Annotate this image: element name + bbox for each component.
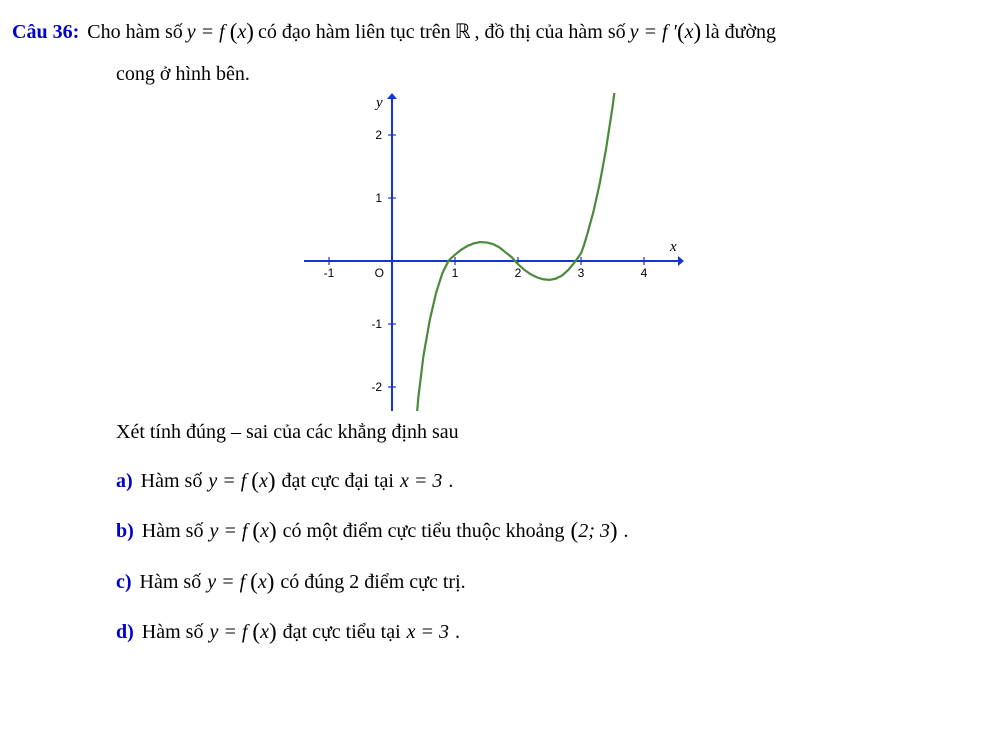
svg-text:-1: -1 — [324, 266, 335, 280]
text: . — [455, 617, 460, 647]
svg-text:-2: -2 — [371, 380, 382, 394]
question-header: Câu 36: Cho hàm số y = f (x) có đạo hàm … — [12, 14, 976, 49]
question-line2: cong ở hình bên. — [116, 59, 976, 89]
svg-text:1: 1 — [452, 266, 459, 280]
svg-text:x: x — [669, 239, 677, 255]
eq-y-fprime-x: y = f ′(x) — [630, 14, 702, 49]
derivative-chart: -1 1 2 3 4 -2 -1 1 2 Ox y — [304, 93, 684, 411]
svg-text:2: 2 — [515, 266, 522, 280]
svg-text:1: 1 — [375, 191, 382, 205]
text: Hàm số — [142, 617, 204, 647]
text: có đạo hàm liên tục trên — [258, 17, 451, 47]
text: có một điểm cực tiểu thuộc khoảng — [283, 516, 565, 546]
text: Hàm số — [142, 516, 204, 546]
text: đạt cực đại tại — [282, 466, 394, 496]
exercise-page: Câu 36: Cho hàm số y = f (x) có đạo hàm … — [0, 0, 996, 730]
eq-y-fx: y = f (x) — [209, 614, 276, 649]
chart-container: -1 1 2 3 4 -2 -1 1 2 Ox y — [12, 93, 976, 411]
text: . — [624, 516, 629, 546]
text: đạt cực tiểu tại — [283, 617, 401, 647]
eq-y-fx: y = f (x) — [187, 14, 254, 49]
answer-d: d) Hàm số y = f (x) đạt cực tiểu tại x =… — [116, 614, 976, 649]
question-label: Câu 36: — [12, 17, 79, 47]
real-numbers: ℝ — [455, 17, 471, 47]
text: Hàm số — [141, 466, 203, 496]
svg-text:4: 4 — [641, 266, 648, 280]
text: có đúng 2 điểm cực trị. — [280, 567, 465, 597]
text: . — [448, 466, 453, 496]
text: , đồ thị của hàm số — [475, 17, 626, 47]
answer-b: b) Hàm số y = f (x) có một điểm cực tiểu… — [116, 513, 976, 548]
text: Hàm số — [140, 567, 202, 597]
svg-text:3: 3 — [578, 266, 585, 280]
svg-text:-1: -1 — [371, 317, 382, 331]
svg-text:2: 2 — [375, 128, 382, 142]
text: là đường — [705, 17, 776, 47]
eq-x3: x = 3 — [400, 466, 442, 496]
text: Cho hàm số — [87, 17, 183, 47]
eq-x3: x = 3 — [407, 617, 449, 647]
svg-text:O: O — [375, 266, 384, 280]
eq-y-fx: y = f (x) — [209, 513, 276, 548]
interval-2-3: (2; 3) — [571, 513, 618, 548]
eq-y-fx: y = f (x) — [208, 463, 275, 498]
answer-label-c: c) — [116, 567, 132, 597]
answer-label-b: b) — [116, 516, 134, 546]
answer-c: c) Hàm số y = f (x) có đúng 2 điểm cực t… — [116, 564, 976, 599]
answer-label-d: d) — [116, 617, 134, 647]
answer-label-a: a) — [116, 466, 133, 496]
svg-text:y: y — [374, 95, 383, 111]
answer-a: a) Hàm số y = f (x) đạt cực đại tại x = … — [116, 463, 976, 498]
statements-intro: Xét tính đúng – sai của các khẳng định s… — [116, 417, 976, 447]
eq-y-fx: y = f (x) — [207, 564, 274, 599]
